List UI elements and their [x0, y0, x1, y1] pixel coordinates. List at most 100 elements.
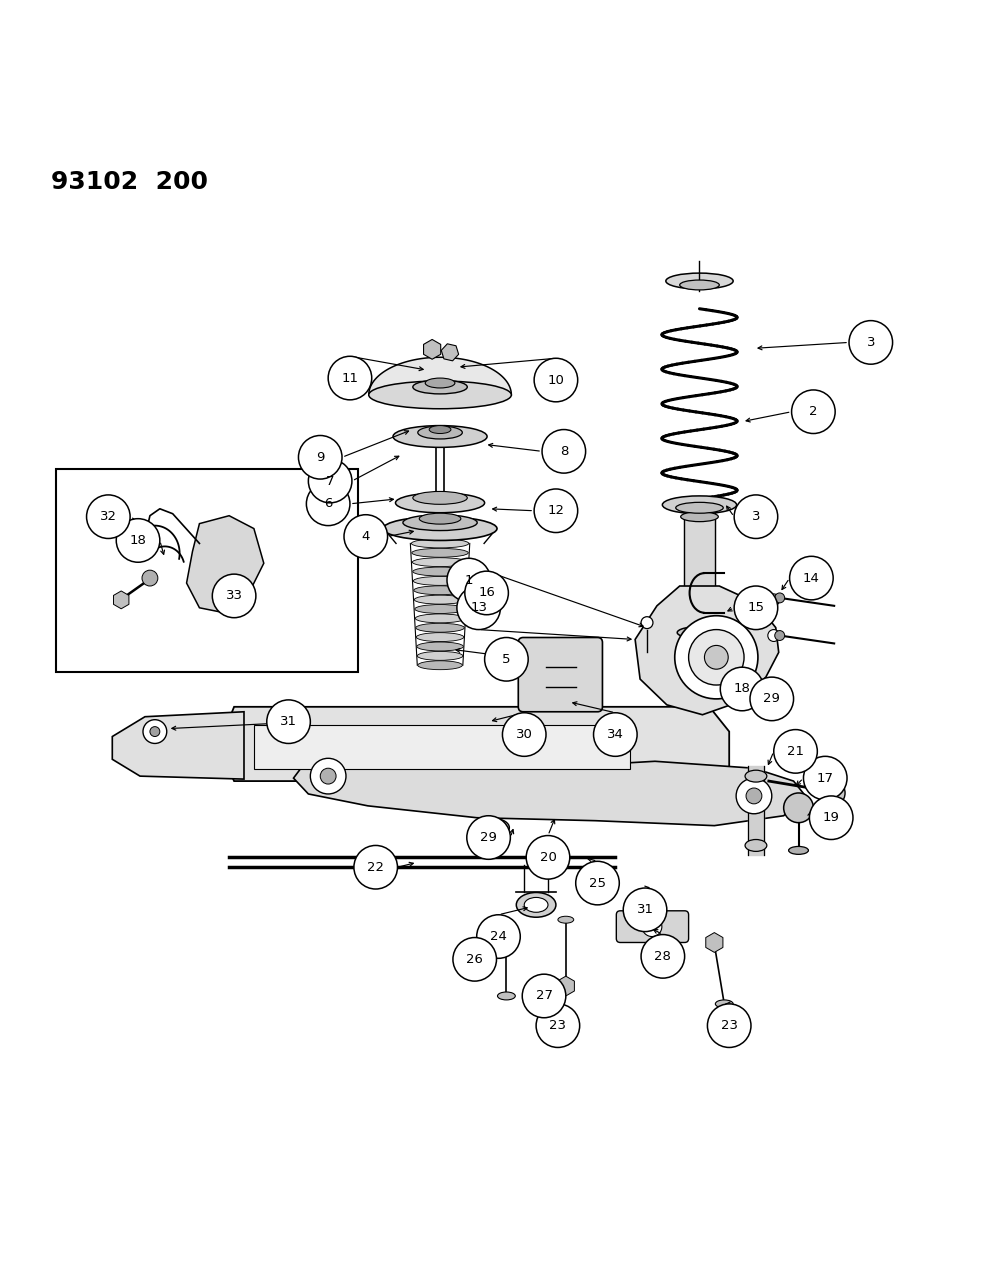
Ellipse shape: [415, 615, 465, 622]
Circle shape: [641, 935, 684, 978]
Circle shape: [86, 495, 130, 538]
Ellipse shape: [414, 585, 467, 594]
Ellipse shape: [715, 1000, 733, 1007]
Circle shape: [624, 887, 667, 932]
Ellipse shape: [418, 660, 463, 669]
Ellipse shape: [480, 819, 509, 836]
Ellipse shape: [675, 502, 723, 514]
Circle shape: [594, 713, 638, 756]
Ellipse shape: [403, 515, 478, 530]
Text: 25: 25: [589, 877, 606, 890]
Circle shape: [150, 727, 160, 737]
FancyBboxPatch shape: [617, 910, 688, 942]
Ellipse shape: [414, 595, 466, 604]
Ellipse shape: [680, 511, 718, 521]
Circle shape: [768, 594, 780, 606]
Text: 31: 31: [280, 715, 297, 728]
Text: 1: 1: [465, 574, 473, 586]
Text: 23: 23: [549, 1019, 566, 1033]
Circle shape: [344, 515, 387, 558]
Polygon shape: [224, 706, 729, 782]
Text: 8: 8: [560, 445, 568, 458]
Text: 23: 23: [721, 1019, 738, 1033]
Circle shape: [534, 358, 578, 402]
Text: 20: 20: [539, 850, 556, 864]
Text: 3: 3: [752, 510, 761, 523]
Text: 16: 16: [479, 586, 496, 599]
Text: 7: 7: [326, 474, 335, 487]
Circle shape: [750, 677, 793, 720]
Ellipse shape: [757, 678, 786, 696]
Text: 13: 13: [470, 602, 488, 615]
Circle shape: [320, 769, 336, 784]
Ellipse shape: [416, 632, 464, 641]
Ellipse shape: [419, 514, 461, 524]
Circle shape: [309, 459, 352, 502]
Ellipse shape: [677, 626, 722, 639]
Text: 9: 9: [316, 451, 325, 464]
Text: 34: 34: [607, 728, 624, 741]
Circle shape: [354, 845, 397, 889]
Circle shape: [789, 556, 833, 599]
Circle shape: [465, 571, 508, 615]
Text: 18: 18: [130, 534, 147, 547]
Ellipse shape: [411, 539, 469, 548]
Ellipse shape: [425, 379, 455, 388]
Ellipse shape: [429, 426, 451, 434]
Polygon shape: [112, 711, 244, 779]
Ellipse shape: [558, 917, 574, 923]
Bar: [254, 724, 631, 769]
Circle shape: [213, 574, 256, 617]
Circle shape: [502, 713, 546, 756]
Text: 5: 5: [502, 653, 510, 666]
Text: 31: 31: [637, 903, 653, 917]
Text: 93102  200: 93102 200: [51, 170, 208, 194]
Ellipse shape: [413, 491, 468, 505]
Ellipse shape: [745, 839, 767, 852]
Ellipse shape: [413, 576, 467, 585]
Text: 17: 17: [817, 771, 834, 784]
Ellipse shape: [395, 493, 485, 513]
Text: 3: 3: [867, 335, 875, 349]
Circle shape: [576, 862, 620, 905]
Ellipse shape: [683, 505, 715, 513]
Ellipse shape: [765, 682, 780, 691]
Circle shape: [707, 1003, 751, 1048]
Ellipse shape: [417, 643, 464, 652]
Circle shape: [467, 816, 510, 859]
Circle shape: [791, 390, 835, 434]
Circle shape: [307, 482, 350, 525]
Circle shape: [734, 495, 778, 538]
Circle shape: [328, 356, 371, 400]
Ellipse shape: [418, 426, 463, 439]
Circle shape: [116, 519, 160, 562]
Text: 12: 12: [547, 504, 564, 518]
Ellipse shape: [788, 847, 808, 854]
Ellipse shape: [368, 381, 511, 409]
FancyBboxPatch shape: [518, 638, 603, 711]
Text: 15: 15: [748, 602, 765, 615]
Bar: [56, 469, 357, 672]
Circle shape: [774, 729, 817, 773]
Circle shape: [736, 778, 772, 813]
Text: 19: 19: [823, 811, 840, 824]
Text: 4: 4: [361, 530, 370, 543]
Ellipse shape: [393, 426, 488, 448]
Ellipse shape: [516, 892, 556, 917]
Circle shape: [775, 631, 784, 640]
Text: 24: 24: [490, 929, 506, 944]
Circle shape: [803, 756, 847, 799]
Text: 33: 33: [225, 589, 242, 602]
Text: 2: 2: [809, 405, 817, 418]
Ellipse shape: [488, 824, 501, 833]
Ellipse shape: [497, 992, 515, 1000]
Ellipse shape: [416, 623, 465, 632]
Circle shape: [704, 645, 728, 669]
Circle shape: [783, 793, 813, 822]
Circle shape: [143, 719, 167, 743]
Circle shape: [674, 616, 758, 699]
Circle shape: [477, 914, 520, 959]
Circle shape: [642, 917, 662, 937]
Circle shape: [447, 558, 491, 602]
Ellipse shape: [415, 604, 466, 613]
